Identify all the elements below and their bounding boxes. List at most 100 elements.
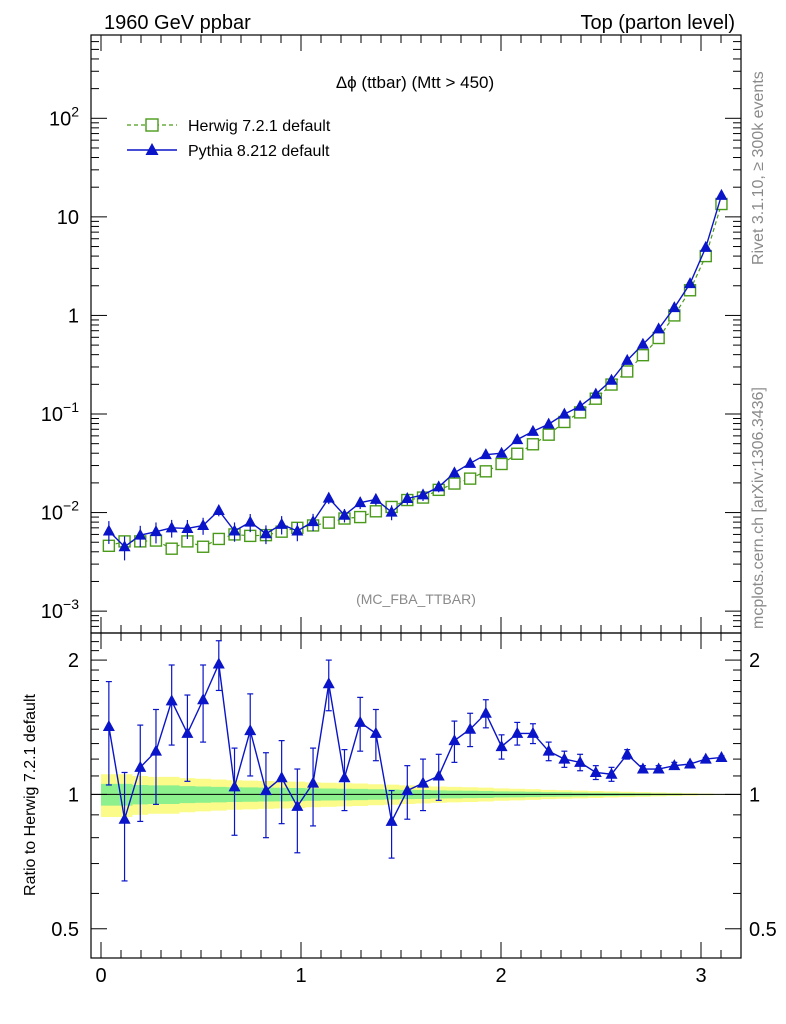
ratio-y-tick-label-left: 2 — [68, 650, 79, 672]
ratio-point — [432, 769, 445, 781]
ratio-point — [212, 657, 225, 669]
ratio-point — [715, 750, 728, 762]
herwig-point — [322, 516, 335, 529]
ratio-point — [684, 757, 697, 769]
main-y-tick-label: 10 — [57, 207, 79, 229]
pythia-point — [401, 491, 414, 503]
ratio-point — [197, 693, 210, 705]
x-tick-label: 1 — [295, 965, 306, 987]
legend-herwig-label: Herwig 7.2.1 default — [188, 118, 331, 135]
herwig-point — [621, 365, 634, 378]
pythia-point — [338, 508, 351, 520]
legend-pythia-label: Pythia 8.212 default — [188, 143, 330, 160]
ratio-point — [244, 724, 257, 736]
pythia-point — [197, 518, 210, 530]
x-tick-label: 0 — [95, 965, 106, 987]
main-y-tick-label: 10−3 — [41, 596, 79, 623]
ratio-y-tick-label-right: 2 — [749, 650, 760, 672]
main-y-tick-label: 102 — [49, 103, 79, 130]
herwig-point — [511, 447, 524, 460]
legend-pythia-marker — [145, 143, 159, 155]
herwig-point — [212, 532, 226, 546]
herwig-point — [369, 505, 383, 518]
herwig-series-line — [108, 203, 723, 550]
ratio-point — [605, 767, 618, 779]
ratio-point — [574, 755, 587, 767]
pythia-point — [307, 515, 320, 527]
ratio-y-tick-label-left: 1 — [68, 784, 79, 806]
pythia-point — [369, 492, 382, 504]
pythia-point — [228, 524, 241, 536]
ratio-point — [558, 752, 571, 764]
pythia-point — [385, 505, 398, 517]
ratio-point — [636, 762, 649, 774]
pythia-point — [181, 521, 194, 533]
pythia-point — [511, 433, 524, 445]
pythia-point — [417, 488, 430, 500]
herwig-point — [542, 428, 555, 441]
pythia-point — [291, 524, 304, 536]
pythia-point — [354, 496, 367, 508]
header-right: Top (parton level) — [580, 12, 735, 34]
herwig-point — [479, 465, 493, 478]
plot-title: Δϕ (ttbar) (Mtt > 450) — [336, 73, 494, 92]
pythia-point — [118, 540, 131, 552]
pythia-point — [652, 322, 665, 334]
ratio-point — [307, 776, 320, 788]
main-y-tick-label: 10−2 — [41, 498, 79, 525]
pythia-point — [699, 240, 712, 252]
analysis-watermark: (MC_FBA_TTBAR) — [356, 591, 476, 607]
pythia-point — [212, 503, 225, 515]
herwig-point — [196, 540, 210, 553]
ratio-point — [417, 776, 430, 788]
pythia-point — [259, 527, 272, 539]
main-series-layer — [102, 188, 728, 561]
main-y-tick-label: 1 — [68, 305, 79, 327]
mcplots-reference-label: mcplots.cern.ch [arXiv:1306.3436] — [750, 387, 767, 629]
ratio-series-line — [108, 661, 722, 824]
header-left: 1960 GeV ppbar — [104, 12, 251, 34]
ratio-point — [511, 726, 524, 738]
pythia-point — [636, 337, 649, 349]
pythia-point — [102, 524, 115, 536]
ratio-point — [589, 765, 602, 777]
pythia-point — [432, 480, 445, 492]
ratio-point — [652, 762, 665, 774]
pythia-point — [149, 525, 162, 537]
x-tick-label: 2 — [495, 965, 506, 987]
pythia-series-line — [108, 195, 723, 548]
pythia-point — [574, 399, 587, 411]
pythia-point — [558, 407, 571, 419]
herwig-point — [495, 457, 508, 471]
ratio-point — [338, 771, 351, 783]
ratio-axis-ticks: 0.5 0.5 1 1 2 2 0 1 2 3 — [51, 633, 777, 987]
pythia-point — [165, 521, 178, 533]
ratio-point — [149, 744, 162, 756]
ratio-point — [291, 799, 304, 811]
herwig-point — [165, 542, 178, 555]
pythia-point — [479, 448, 492, 460]
pythia-point — [464, 456, 477, 468]
pythia-point — [684, 277, 697, 289]
pythia-point — [715, 188, 728, 200]
pythia-point — [244, 515, 257, 527]
ratio-point — [165, 694, 178, 706]
ratio-point — [118, 812, 131, 824]
main-y-tick-label: 10−1 — [41, 399, 79, 426]
ratio-point — [102, 719, 115, 731]
ratio-point — [354, 715, 367, 727]
herwig-point — [353, 510, 367, 524]
ratio-point — [479, 706, 492, 718]
pythia-point — [589, 387, 602, 399]
pythia-point — [275, 517, 288, 529]
ratio-point — [228, 780, 241, 792]
ratio-y-tick-label-left: 0.5 — [51, 919, 79, 941]
ratio-point — [448, 734, 461, 746]
ratio-point — [181, 726, 194, 738]
herwig-point — [463, 472, 477, 485]
ratio-point — [134, 760, 147, 772]
herwig-point — [526, 438, 540, 451]
ratio-point — [259, 784, 272, 796]
ratio-point — [275, 771, 288, 783]
